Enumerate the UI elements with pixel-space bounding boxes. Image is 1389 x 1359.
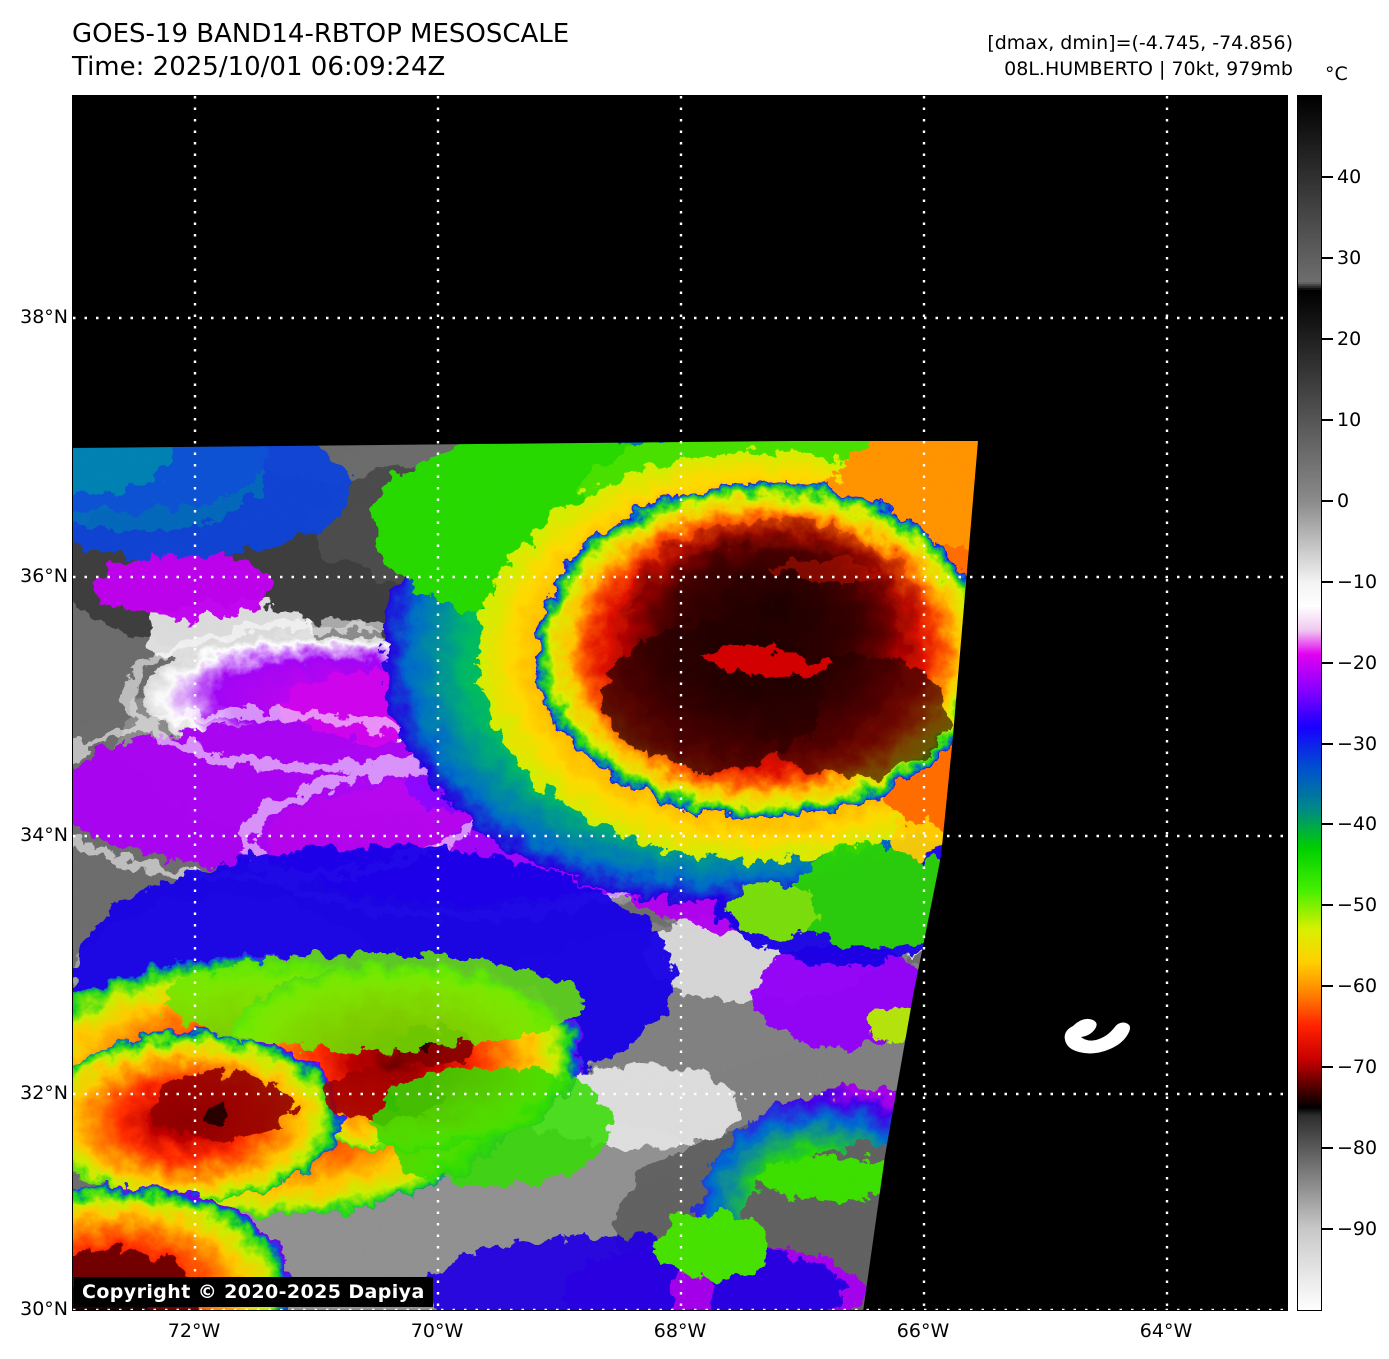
x-tick-64w: 64°W (1139, 1320, 1193, 1342)
timestamp-label: Time: 2025/10/01 06:09:24Z (72, 52, 446, 82)
page-title: GOES-19 BAND14-RBTOP MESOSCALE (72, 19, 570, 49)
colorbar-tick-label: 30 (1337, 246, 1362, 269)
storm-info-label: 08L.HUMBERTO | 70kt, 979mb (1004, 58, 1293, 80)
colorbar-tick-mark (1322, 256, 1333, 259)
colorbar-tick-label: 10 (1337, 408, 1362, 431)
colorbar-tick-label: −70 (1337, 1056, 1378, 1079)
colorbar-tick-label: −40 (1337, 813, 1378, 836)
colorbar-tick-mark (1322, 337, 1333, 340)
x-tick-70w: 70°W (410, 1320, 464, 1342)
colorbar-tick-mark (1322, 175, 1333, 178)
satellite-imagery-canvas (73, 96, 1287, 1310)
colorbar-tick-mark (1322, 661, 1333, 664)
colorbar-tick-mark (1322, 580, 1333, 583)
y-tick-34n: 34°N (20, 824, 68, 846)
graticule-gridlines (73, 96, 1287, 1310)
metadata-block: [dmax, dmin]=(-4.745, -74.856) 08L.HUMBE… (987, 30, 1293, 82)
colorbar-tick-label: −60 (1337, 975, 1378, 998)
colorbar-tick-label: −90 (1337, 1218, 1378, 1241)
colorbar-tick-mark (1322, 418, 1333, 421)
colorbar-tick-mark (1322, 823, 1333, 826)
y-tick-38n: 38°N (20, 306, 68, 328)
colorbar-tick-label: −30 (1337, 732, 1378, 755)
colorbar-tick-mark (1322, 904, 1333, 907)
colorbar-tick-mark (1322, 1228, 1333, 1231)
colorbar-unit-label: °C (1325, 63, 1348, 85)
satellite-image-plot (72, 95, 1288, 1311)
colorbar (1297, 95, 1322, 1311)
x-tick-72w: 72°W (167, 1320, 221, 1342)
y-tick-30n: 30°N (20, 1298, 68, 1320)
ir-swath (73, 441, 978, 1310)
colorbar-tick-mark (1322, 1147, 1333, 1150)
colorbar-tick-mark (1322, 499, 1333, 502)
colorbar-tick-mark (1322, 742, 1333, 745)
title-block: GOES-19 BAND14-RBTOP MESOSCALE Time: 202… (72, 18, 569, 84)
colorbar-tick-label: −80 (1337, 1137, 1378, 1160)
colorbar-gradient (1298, 96, 1321, 1310)
y-tick-36n: 36°N (20, 565, 68, 587)
colorbar-tick-label: 40 (1337, 165, 1362, 188)
colorbar-tick-label: −10 (1337, 570, 1378, 593)
data-range-label: [dmax, dmin]=(-4.745, -74.856) (987, 32, 1293, 54)
copyright-notice: Copyright © 2020-2025 Dapiya (74, 1277, 433, 1307)
colorbar-tick-label: 20 (1337, 327, 1362, 350)
colorbar-tick-label: −20 (1337, 651, 1378, 674)
bermuda-landmass (1064, 1018, 1130, 1054)
colorbar-tick-label: −50 (1337, 894, 1378, 917)
colorbar-tick-label: 0 (1337, 489, 1350, 512)
x-tick-68w: 68°W (653, 1320, 707, 1342)
y-tick-32n: 32°N (20, 1082, 68, 1104)
colorbar-tick-mark (1322, 985, 1333, 988)
x-tick-66w: 66°W (896, 1320, 950, 1342)
colorbar-tick-mark (1322, 1066, 1333, 1069)
